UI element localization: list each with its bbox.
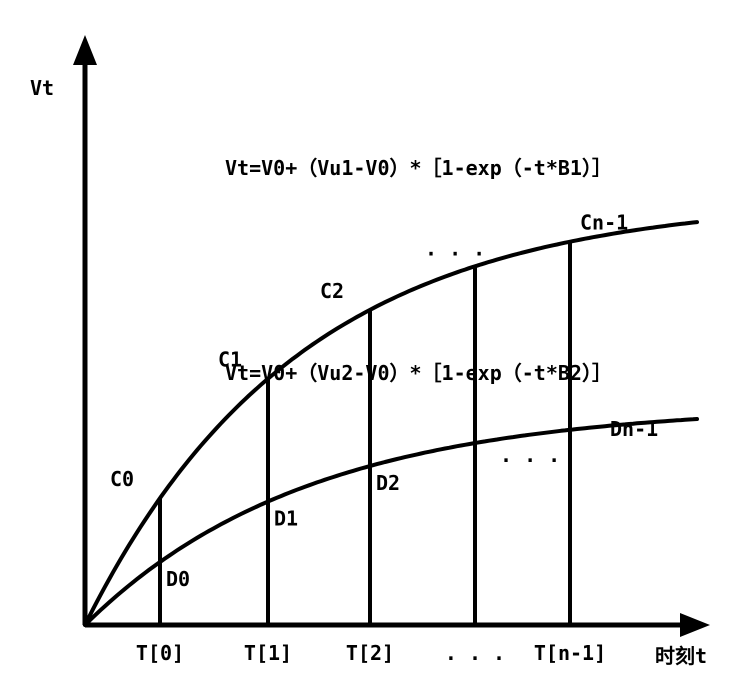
lower-curve-point-labels: D0 D1 D2 Dn-1 bbox=[166, 417, 658, 591]
upper-point-label-2: C2 bbox=[320, 279, 344, 303]
lower-point-label-1: D1 bbox=[274, 507, 298, 531]
upper-point-label-0: C0 bbox=[110, 467, 134, 491]
x-tick-label-0: T[0] bbox=[136, 641, 184, 665]
x-axis-arrow bbox=[680, 613, 710, 637]
lower-point-label-3: Dn-1 bbox=[610, 417, 658, 441]
y-axis-label: Vt bbox=[30, 76, 54, 100]
vertical-guide-lines bbox=[160, 242, 570, 625]
x-tick-ellipsis: . . . bbox=[445, 641, 505, 665]
upper-point-label-3: Cn-1 bbox=[580, 211, 628, 235]
lower-point-label-2: D2 bbox=[376, 471, 400, 495]
lower-point-label-0: D0 bbox=[166, 567, 190, 591]
lower-curve bbox=[85, 419, 697, 625]
x-tick-labels: T[0] T[1] T[2] T[n-1] bbox=[136, 641, 606, 665]
x-axis-label: 时刻t bbox=[655, 644, 707, 668]
x-tick-label-3: T[n-1] bbox=[534, 641, 606, 665]
exponential-curves-chart: Vt 时刻t Vt=V0+（Vu1-V0）*［1-exp（-t*B1）］ Vt=… bbox=[0, 0, 753, 699]
y-axis-arrow bbox=[73, 35, 97, 65]
axes bbox=[73, 35, 710, 637]
upper-formula: Vt=V0+（Vu1-V0）*［1-exp（-t*B1）］ bbox=[225, 156, 612, 180]
lower-formula: Vt=V0+（Vu2-V0）*［1-exp（-t*B2）］ bbox=[225, 361, 612, 385]
lower-curve-ellipsis: . . . bbox=[500, 443, 560, 467]
upper-curve bbox=[85, 222, 697, 625]
x-tick-label-2: T[2] bbox=[346, 641, 394, 665]
upper-point-label-1: C1 bbox=[218, 348, 242, 372]
x-tick-label-1: T[1] bbox=[244, 641, 292, 665]
upper-curve-ellipsis: . . . bbox=[425, 237, 485, 261]
